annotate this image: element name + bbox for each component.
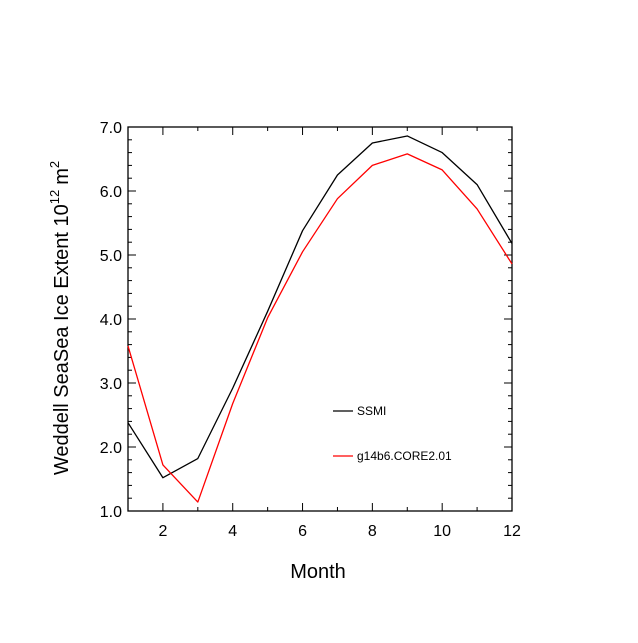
legend: SSMI g14b6.CORE2.01 [333,404,452,463]
plot-area [127,126,513,512]
x-tick-label: 4 [228,523,237,540]
y-tick-label: 6.0 [100,184,122,201]
y-tick-label: 4.0 [100,312,122,329]
y-tick-label: 3.0 [100,376,122,393]
y-tick-label: 1.0 [100,504,122,521]
x-tick-label: 8 [368,523,377,540]
legend-label: SSMI [357,404,386,418]
legend-label: g14b6.CORE2.01 [357,449,452,463]
y-tick-label: 5.0 [100,248,122,265]
y-axis-title-text: Weddell SeaSea Ice Extent 10 [51,204,73,475]
y-tick-label: 2.0 [100,440,122,457]
series-line-1 [127,153,513,503]
y-axis-title-unit-exponent: 2 [47,161,62,168]
y-axis-title-exponent: 12 [47,190,62,204]
y-tick-label: 7.0 [100,120,122,137]
tick-labels: 2 4 6 8 10 12 1.0 2.0 3.0 4.0 5.0 6.0 7.0 [100,120,521,540]
series-lines [127,135,513,503]
x-tick-label: 12 [503,523,521,540]
axis-ticks [127,126,513,512]
series-line-0 [127,135,513,479]
y-axis-title-group: Weddell SeaSea Ice Extent 1012 m2 [47,161,73,475]
x-tick-label: 6 [298,523,307,540]
x-tick-label: 10 [433,523,451,540]
y-axis-title: Weddell SeaSea Ice Extent 1012 m2 [47,161,73,475]
x-tick-label: 2 [158,523,167,540]
y-axis-title-unit: m [51,168,73,185]
plot-frame [127,126,513,512]
x-axis-title: Month [290,561,346,583]
